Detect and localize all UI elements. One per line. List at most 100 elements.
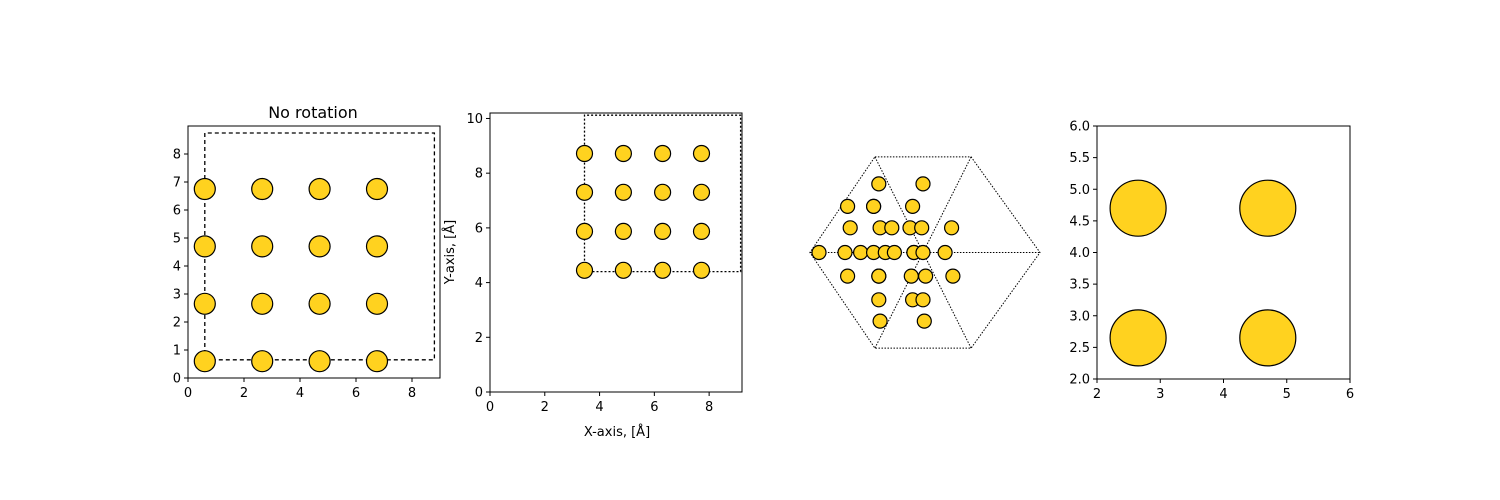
axes-frame [1096,125,1351,380]
atom-point [308,350,331,373]
y-tick-label: 7 [173,176,181,191]
atom-point [852,244,869,261]
x-tick-label: 0 [184,386,192,401]
y-tick-label: 5.5 [1069,151,1090,166]
y-tick-label: 3.0 [1069,309,1090,324]
x-tick-label: 4 [595,400,603,415]
unit-cell-outline [583,114,742,273]
atom-point [575,222,594,240]
y-tick-label: 6 [475,221,483,236]
atom-point [1109,309,1167,367]
atom-point [1109,179,1167,237]
atom-point [903,268,919,284]
y-tick-label: 10 [466,112,483,127]
atom-point [308,177,331,201]
atom-point [917,268,934,284]
y-tick-label: 2 [475,331,483,346]
atom-point [865,198,882,214]
x-tick-label: 6 [1346,387,1354,402]
atom-point [193,350,216,373]
y-tick-label: 4.0 [1069,246,1090,261]
axes-frame [187,125,441,379]
atom-point [193,292,216,315]
atom-point [1239,309,1297,367]
y-tick-label: 3.5 [1069,278,1090,293]
y-tick-label: 5.0 [1069,183,1090,198]
atom-point [575,183,594,201]
atom-point [692,144,711,163]
atom-point [871,176,887,192]
atom-point [193,235,216,258]
atom-point [614,222,633,240]
x-tick-label: 5 [1283,387,1291,402]
axes-frame [489,112,743,393]
atom-point [653,183,672,201]
y-tick-label: 2.0 [1069,373,1090,388]
atom-point [308,292,331,315]
atom-point [653,261,672,279]
atom-point [575,261,594,279]
y-tick-label: 6 [173,204,181,219]
atom-point [945,268,961,284]
atom-point [653,144,672,163]
y-tick-label: 2.5 [1069,341,1090,356]
x-tick-label: 0 [486,400,494,415]
atom-point [884,220,900,236]
y-tick-label: 0 [173,372,181,387]
y-tick-label: 4.5 [1069,214,1090,229]
ticks-layer: 2 3 4 5 6 2.0 2.5 3.0 3.5 4.0 4.5 5.0 5.5 6.0 [1069,120,1354,403]
y-tick-label: 5 [173,232,181,247]
atom-point [871,268,887,284]
atom-point [904,198,921,214]
panel-title: No rotation [268,103,358,122]
x-tick-label: 6 [352,386,360,401]
y-tick-label: 0 [475,386,483,401]
ticks-layer: 0 2 4 6 8 0 1 2 3 4 5 6 7 8 [173,148,416,402]
atom-point [365,177,389,201]
atom-point [837,244,853,261]
x-axis-label: X-axis, [Å] [584,424,650,440]
atom-point [1239,179,1297,237]
atom-point [692,222,711,240]
x-tick-label: 8 [408,386,416,401]
x-tick-label: 3 [1156,387,1164,402]
x-tick-label: 2 [1093,387,1101,402]
atom-point [614,183,633,201]
atom-point [692,261,711,279]
x-tick-label: 8 [705,400,713,415]
atom-point [871,292,887,308]
atom-point [251,350,274,373]
panel-hexagonal-projection [809,156,1041,349]
atom-point [915,292,931,308]
atom-point [943,220,960,236]
x-tick-label: 2 [240,386,248,401]
atom-point [811,244,827,261]
unit-cell-outline [204,132,436,361]
y-tick-label: 4 [173,260,181,275]
panel-rotated-grid: 0 2 4 6 8 0 2 4 6 8 10 X-axis, [Å] Y-axis, [Å] [442,112,743,440]
atom-point [365,292,389,315]
y-axis-label: Y-axis, [Å] [442,220,458,285]
atom-point [365,235,389,258]
panel-zoomed: 2 3 4 5 6 2.0 2.5 3.0 3.5 4.0 4.5 5.0 5.5 6.0 [1069,120,1354,403]
atom-point [839,198,856,214]
atom-point [886,244,903,261]
atom-point [842,220,858,236]
atom-point [575,144,594,163]
atom-point [193,177,216,201]
points-layer [1109,179,1297,367]
atom-point [914,220,930,236]
atom-point [614,144,633,163]
y-tick-label: 6.0 [1069,120,1090,135]
points-layer [193,177,389,373]
atom-point [839,268,856,284]
y-tick-label: 3 [173,288,181,303]
y-tick-label: 8 [475,167,483,182]
atom-point [251,292,274,315]
x-tick-label: 6 [650,400,658,415]
atom-point [653,222,672,240]
atom-point [915,176,931,192]
atom-point [614,261,633,279]
